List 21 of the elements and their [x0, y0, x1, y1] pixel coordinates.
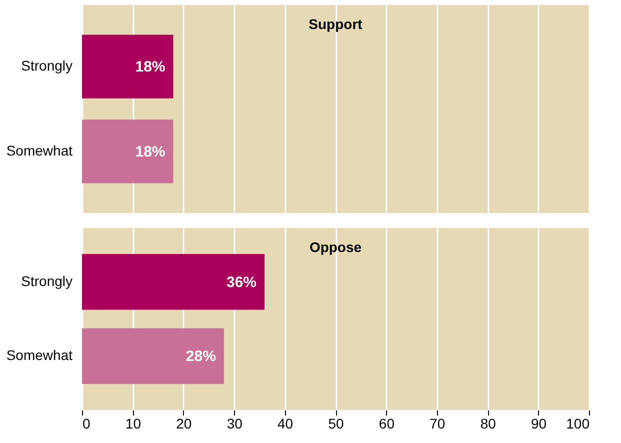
text: Support — [308, 16, 363, 32]
data-label: 18% — [135, 58, 166, 76]
y-tick-label: Strongly — [21, 58, 72, 74]
x-tick-label: 0 — [82, 416, 90, 432]
x-tick-label: 80 — [480, 416, 496, 432]
y-tick-label: Somewhat — [6, 347, 73, 364]
x-tick-label: 40 — [278, 416, 294, 432]
data-label: 18% — [135, 143, 166, 160]
y-tick-label: Strongly — [21, 272, 72, 289]
y-tick-label: Somewhat — [6, 142, 73, 158]
text: Oppose — [309, 239, 362, 255]
x-tick-label: 60 — [378, 416, 395, 432]
x-tick-label: 20 — [176, 416, 192, 432]
data-label: 36% — [226, 274, 257, 291]
x-tick-label: 30 — [226, 416, 243, 432]
x-tick-label: 10 — [125, 416, 142, 432]
x-tick-label: 70 — [430, 416, 446, 432]
data-label: 28% — [186, 348, 216, 366]
x-tick-label: 90 — [531, 416, 547, 432]
x-tick-label: 50 — [328, 416, 344, 432]
x-tick-label: 100 — [566, 416, 590, 432]
